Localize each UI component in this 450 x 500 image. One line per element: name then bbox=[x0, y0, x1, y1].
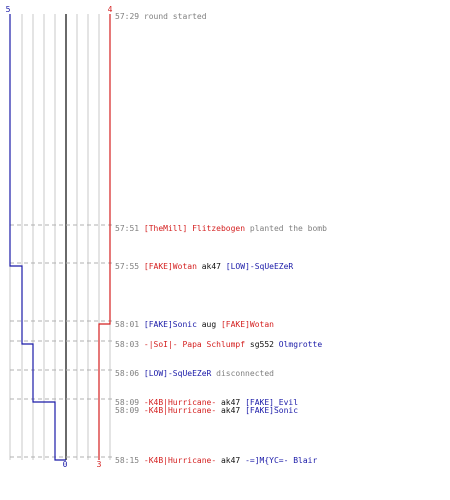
blue-player-name: [LOW]-SqUeEZeR bbox=[226, 262, 294, 271]
event-detail: ak47 bbox=[216, 398, 245, 407]
red-player-name: -K4B|Hurricane- bbox=[144, 398, 216, 407]
event-time: 58:06 bbox=[115, 369, 144, 378]
event-detail: ak47 bbox=[197, 262, 226, 271]
blue-player-name: -=]M{YC=- Blair bbox=[245, 456, 317, 465]
event-guide-lines bbox=[10, 224, 112, 458]
red-player-name: -|SoI|- Papa Schlumpf bbox=[144, 340, 245, 349]
blue-end-score: 0 bbox=[63, 460, 68, 469]
grid-lines bbox=[9, 14, 111, 460]
blue-player-name: Olmgrotte bbox=[279, 340, 323, 349]
event-time: 57:55 bbox=[115, 262, 144, 271]
red-player-name: [FAKE]Wotan bbox=[221, 320, 274, 329]
red-end-score: 3 bbox=[97, 460, 102, 469]
event-time: 58:03 bbox=[115, 340, 144, 349]
event-detail: disconnected bbox=[211, 369, 274, 378]
blue-player-name: [LOW]-SqUeEZeR bbox=[144, 369, 212, 378]
event-row: 57:29 round started bbox=[115, 12, 207, 21]
event-row: 58:01 [FAKE]Sonic aug [FAKE]Wotan bbox=[115, 320, 274, 329]
event-time: 58:15 bbox=[115, 456, 144, 465]
red-player-name: [FAKE]Wotan bbox=[144, 262, 197, 271]
blue-team-score-line bbox=[9, 14, 66, 461]
event-log: 57:29 round started 57:51 [TheMill] Flitz… bbox=[115, 12, 327, 465]
red-team-score-line bbox=[98, 14, 111, 460]
event-detail: round started bbox=[144, 12, 207, 21]
red-player-name: -K4B|Hurricane- bbox=[144, 456, 216, 465]
event-row: 58:15 -K4B|Hurricane- ak47 -=]M{YC=- Bla… bbox=[115, 456, 317, 465]
event-time: 57:51 bbox=[115, 224, 144, 233]
event-detail: aug bbox=[197, 320, 221, 329]
event-time: 58:09 bbox=[115, 406, 144, 415]
event-time: 58:01 bbox=[115, 320, 144, 329]
event-row: 58:03 -|SoI|- Papa Schlumpf sg552 Olmgro… bbox=[115, 340, 322, 349]
event-time: 57:29 bbox=[115, 12, 144, 21]
event-row: 58:09 -K4B|Hurricane- ak47 [FAKE]_Evil bbox=[115, 398, 298, 407]
event-detail: planted the bomb bbox=[245, 224, 327, 233]
event-detail: ak47 bbox=[216, 456, 245, 465]
event-detail: ak47 bbox=[216, 406, 245, 415]
event-time: 58:09 bbox=[115, 398, 144, 407]
event-row: 58:09 -K4B|Hurricane- ak47 [FAKE]Sonic bbox=[115, 406, 298, 415]
blue-player-name: [FAKE]Sonic bbox=[144, 320, 197, 329]
red-player-name: -K4B|Hurricane- bbox=[144, 406, 216, 415]
event-row: 58:06 [LOW]-SqUeEZeR disconnected bbox=[115, 369, 274, 378]
event-detail: sg552 bbox=[245, 340, 279, 349]
event-row: 57:55 [FAKE]Wotan ak47 [LOW]-SqUeEZeR bbox=[115, 262, 293, 271]
red-start-score: 4 bbox=[108, 5, 113, 14]
red-player-name: [TheMill] Flitzebogen bbox=[144, 224, 245, 233]
event-row: 57:51 [TheMill] Flitzebogen planted the … bbox=[115, 224, 327, 233]
blue-start-score: 5 bbox=[6, 5, 11, 14]
blue-player-name: [FAKE]_Evil bbox=[245, 398, 298, 407]
blue-player-name: [FAKE]Sonic bbox=[245, 406, 298, 415]
score-step-lines bbox=[9, 14, 111, 461]
